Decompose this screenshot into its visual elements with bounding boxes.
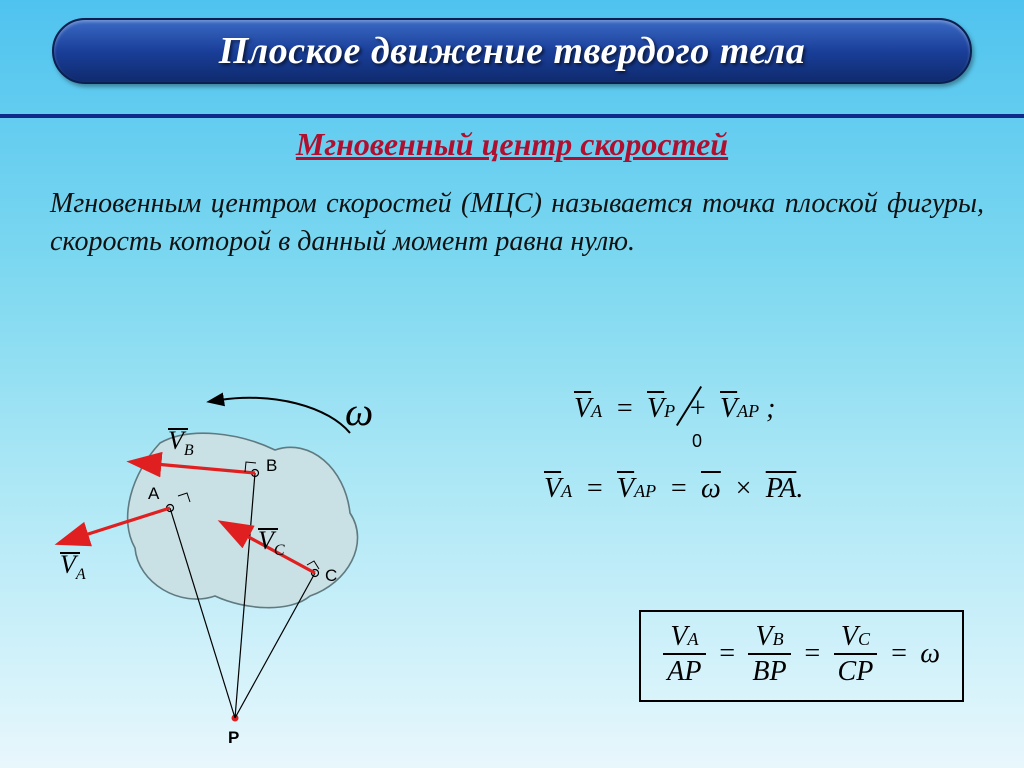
formula-2: VA = VAP = ω × PA. xyxy=(534,473,974,505)
label-c: C xyxy=(325,566,337,586)
frac-1: VA AP xyxy=(663,622,705,686)
va-label: VA xyxy=(60,550,86,584)
title-rule xyxy=(0,114,1024,118)
vc-label: VC xyxy=(258,526,285,560)
frac-3: VC CP xyxy=(834,622,878,686)
zero-label: 0 xyxy=(692,431,702,452)
diagram-svg xyxy=(40,378,460,768)
definition-text: Мгновенным центром скоростей (МЦС) назыв… xyxy=(50,185,984,261)
frac-2: VB BP xyxy=(748,622,790,686)
omega-result: ω xyxy=(920,638,940,670)
label-p: P xyxy=(228,728,239,748)
rotation-arrow xyxy=(220,398,350,433)
formula-boxed: VA AP = VB BP = VC CP = ω xyxy=(639,610,964,702)
title-banner: Плоское движение твердого тела xyxy=(52,18,972,84)
formula-1: VA = VP + VAP ; 0 xyxy=(534,393,974,425)
page-title: Плоское движение твердого тела xyxy=(219,29,806,73)
label-b: B xyxy=(266,456,277,476)
omega-label: ω xyxy=(345,388,373,435)
formula-block: VA = VP + VAP ; 0 VA = VAP = ω × PA. xyxy=(534,393,974,553)
label-a: A xyxy=(148,484,159,504)
rigid-body xyxy=(128,433,358,607)
subtitle: Мгновенный центр скоростей xyxy=(0,126,1024,163)
vb-label: VB xyxy=(168,426,194,460)
diagram: ω A B C P VA VB VC xyxy=(40,378,460,768)
